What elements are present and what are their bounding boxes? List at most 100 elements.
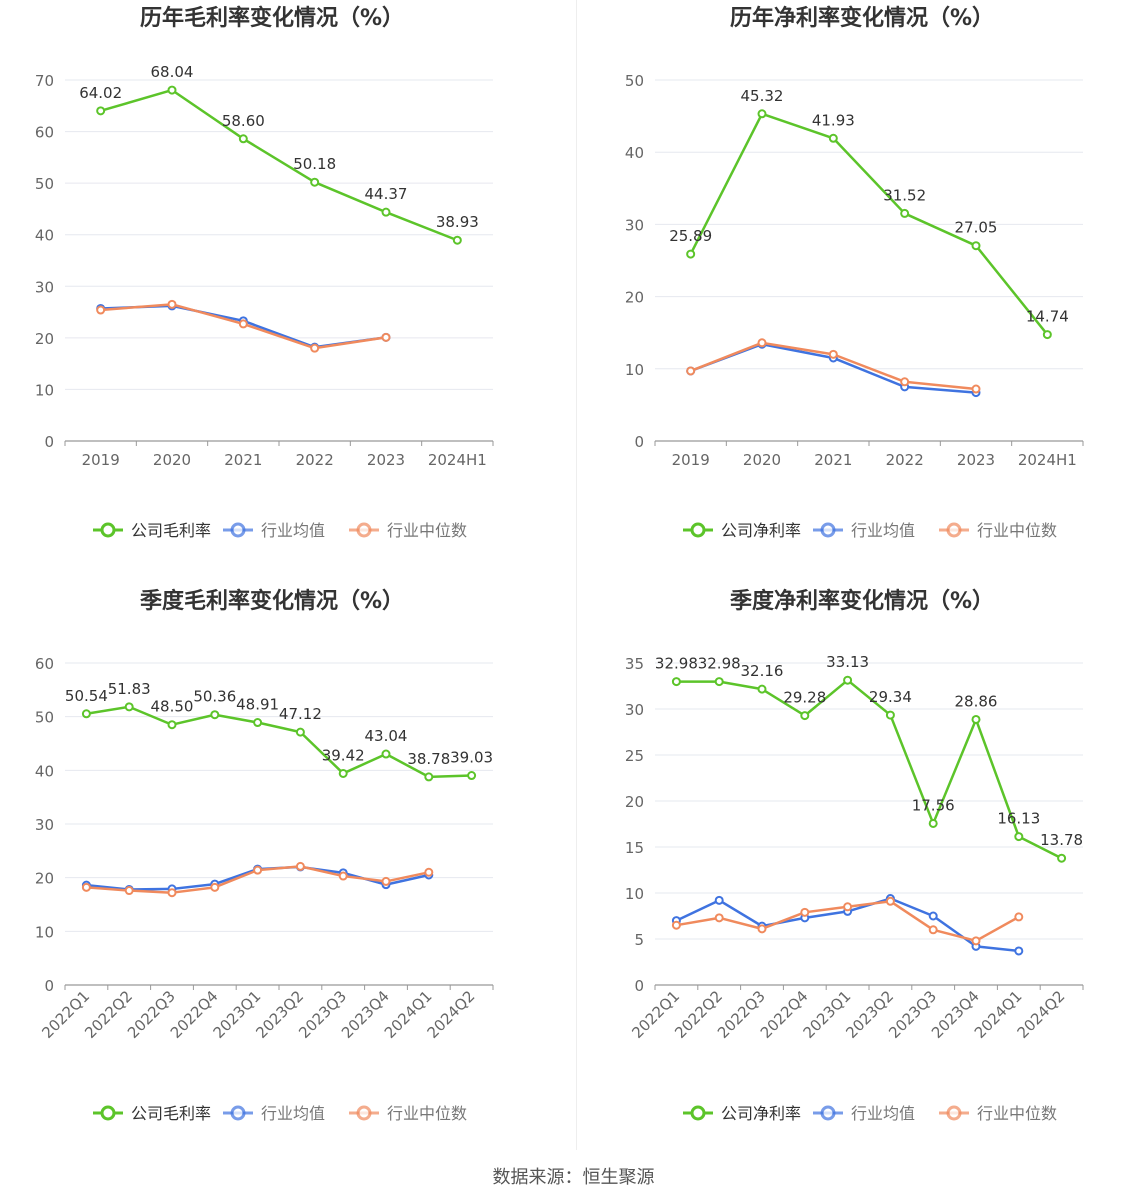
data-point — [900, 208, 910, 218]
x-tick-label: 2023 — [957, 451, 995, 469]
y-tick-label: 0 — [44, 433, 54, 451]
data-point — [1057, 853, 1067, 863]
legend-marker-icon — [946, 522, 962, 538]
data-point — [885, 710, 895, 720]
legend-marker-icon — [100, 1105, 116, 1121]
legend-marker-icon — [356, 522, 372, 538]
data-point — [800, 907, 810, 917]
y-tick-label: 10 — [35, 923, 54, 941]
series-line — [86, 705, 472, 779]
data-point — [1014, 832, 1024, 842]
legend-label: 行业中位数 — [387, 1104, 467, 1123]
data-point — [238, 319, 248, 329]
data-label: 32.98 — [655, 655, 698, 673]
data-point — [757, 684, 767, 694]
data-point — [424, 867, 434, 877]
y-tick-label: 40 — [35, 762, 54, 780]
data-point — [671, 677, 681, 687]
legend-item[interactable]: 行业中位数 — [939, 521, 1057, 540]
legend-item[interactable]: 行业中位数 — [349, 1104, 467, 1123]
data-point — [167, 299, 177, 309]
x-tick-label: 2020 — [153, 451, 191, 469]
data-point — [295, 861, 305, 871]
data-point — [467, 771, 477, 781]
y-tick-label: 0 — [634, 977, 644, 995]
data-label: 29.28 — [783, 689, 826, 707]
legend-label: 公司净利率 — [721, 1104, 801, 1123]
y-tick-label: 25 — [625, 747, 644, 765]
x-tick-label: 2019 — [82, 451, 120, 469]
y-tick-label: 30 — [625, 701, 644, 719]
data-point — [310, 343, 320, 353]
data-label: 17.56 — [912, 796, 955, 814]
data-label: 29.34 — [869, 688, 912, 706]
data-source: 数据来源：恒生聚源 — [492, 1167, 655, 1188]
x-tick-label: 2024H1 — [428, 451, 487, 469]
y-tick-label: 40 — [35, 227, 54, 245]
data-label: 50.54 — [65, 687, 108, 705]
legend-item[interactable]: 行业均值 — [223, 521, 325, 540]
data-point — [757, 109, 767, 119]
legend-label: 行业均值 — [851, 521, 915, 540]
x-tick-label: 2024Q2 — [424, 987, 479, 1042]
data-point — [381, 876, 391, 886]
data-point — [971, 384, 981, 394]
legend-item[interactable]: 行业均值 — [813, 1104, 915, 1123]
y-tick-label: 50 — [35, 175, 54, 193]
data-label: 16.13 — [997, 810, 1040, 828]
y-tick-label: 20 — [625, 289, 644, 307]
data-label: 13.78 — [1040, 831, 1083, 849]
x-tick-label: 2020 — [743, 451, 781, 469]
legend-label: 公司净利率 — [721, 521, 801, 540]
legend-label: 行业中位数 — [387, 521, 467, 540]
y-tick-label: 10 — [625, 885, 644, 903]
data-point — [714, 895, 724, 905]
legend-item[interactable]: 行业均值 — [223, 1104, 325, 1123]
legend-label: 公司毛利率 — [131, 1104, 211, 1123]
chart-title: 季度毛利率变化情况（%） — [140, 588, 404, 614]
legend-marker-icon — [230, 522, 246, 538]
y-tick-label: 0 — [44, 977, 54, 995]
legend-item[interactable]: 公司净利率 — [683, 1104, 801, 1123]
data-point — [124, 702, 134, 712]
legend-label: 行业均值 — [261, 521, 325, 540]
legend-label: 行业均值 — [851, 1104, 915, 1123]
y-tick-label: 40 — [625, 144, 644, 162]
data-point — [885, 896, 895, 906]
legend-marker-icon — [356, 1105, 372, 1121]
data-point — [167, 888, 177, 898]
data-point — [714, 913, 724, 923]
x-tick-label: 2021 — [814, 451, 852, 469]
legend-label: 公司毛利率 — [131, 521, 211, 540]
chart-svg: 历年净利率变化情况（%） 0 10 20 30 40 50 2019 2020 2021 2022 2… — [625, 5, 1084, 540]
chart-title: 历年净利率变化情况（%） — [730, 5, 994, 31]
data-point — [210, 710, 220, 720]
data-label: 58.60 — [222, 112, 265, 130]
data-label: 51.83 — [108, 680, 151, 698]
x-tick-label: 2024H1 — [1018, 451, 1077, 469]
legend-item[interactable]: 公司净利率 — [683, 521, 801, 540]
y-tick-label: 50 — [625, 72, 644, 90]
legend-item[interactable]: 公司毛利率 — [93, 521, 211, 540]
data-point — [828, 133, 838, 143]
y-tick-label: 0 — [634, 433, 644, 451]
data-label: 47.12 — [279, 705, 322, 723]
data-point — [928, 911, 938, 921]
y-tick-label: 30 — [35, 816, 54, 834]
data-point — [381, 207, 391, 217]
chart-svg: 季度净利率变化情况（%）051015202530352022Q12022Q220… — [625, 588, 1084, 1123]
y-tick-label: 15 — [625, 839, 644, 857]
data-point — [828, 349, 838, 359]
data-point — [928, 925, 938, 935]
data-point — [381, 749, 391, 759]
legend-item[interactable]: 行业中位数 — [349, 521, 467, 540]
x-tick-label: 2022 — [296, 451, 334, 469]
data-label: 39.42 — [322, 746, 365, 764]
data-label: 64.02 — [79, 84, 122, 102]
legend-item[interactable]: 行业中位数 — [939, 1104, 1057, 1123]
data-label: 14.74 — [1026, 308, 1069, 326]
data-label: 44.37 — [365, 185, 408, 203]
legend-item[interactable]: 公司毛利率 — [93, 1104, 211, 1123]
chart-quarterly-net-margin: 季度净利率变化情况（%） 0 5 10 15 20 25 30 35 2022Q1 2022Q2 20… — [590, 583, 1147, 1143]
legend-item[interactable]: 行业均值 — [813, 521, 915, 540]
